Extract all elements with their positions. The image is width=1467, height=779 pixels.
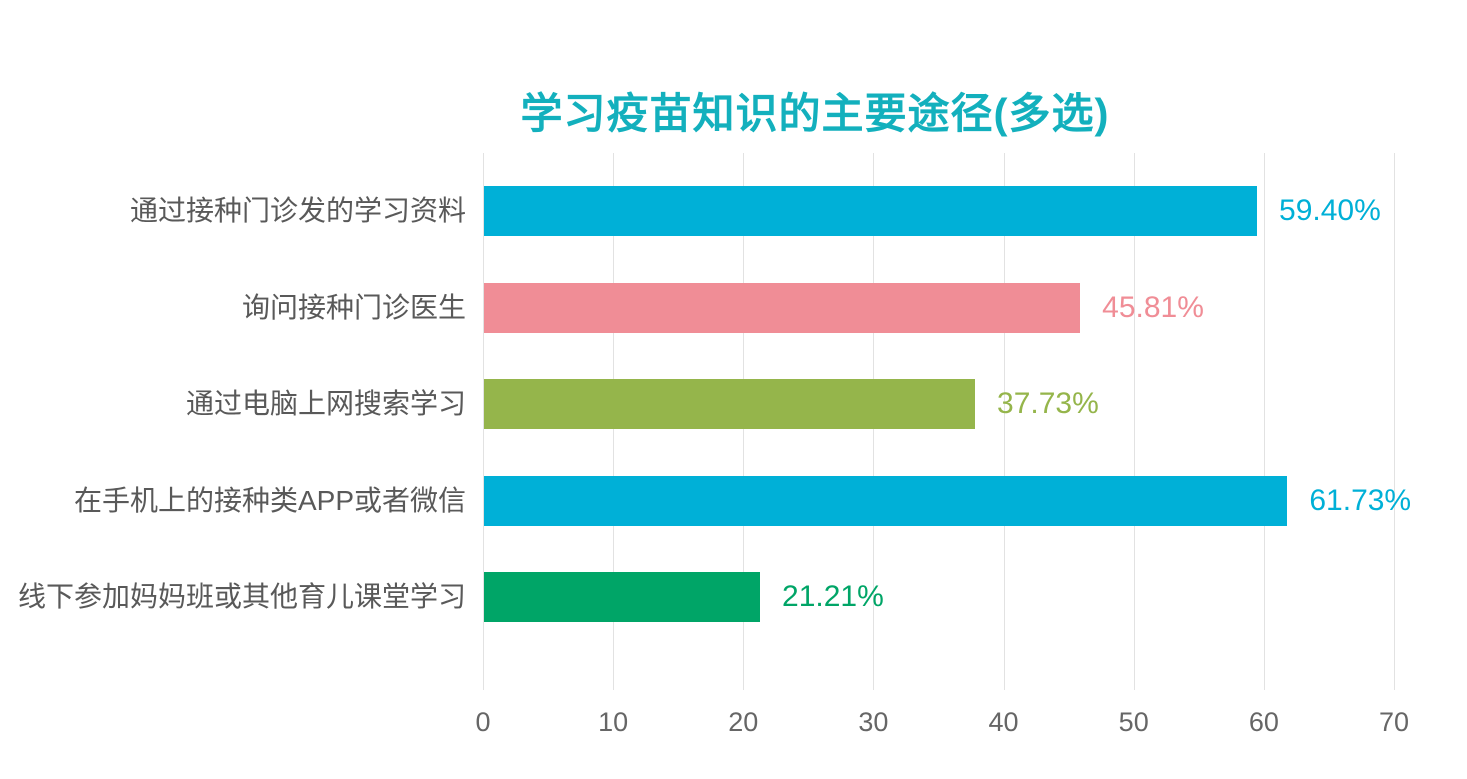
- gridline: [1133, 153, 1135, 690]
- category-label: 线下参加妈妈班或其他育儿课堂学习: [17, 581, 466, 612]
- value-label: 59.40%: [1279, 194, 1381, 227]
- gridline: [483, 153, 484, 690]
- category-label: 在手机上的接种类APP或者微信: [73, 484, 466, 516]
- bar: [484, 282, 1081, 333]
- bar: [484, 572, 761, 622]
- x-axis-tick-label: 30: [858, 707, 889, 737]
- bar: [484, 379, 976, 429]
- gridline: [1003, 153, 1005, 690]
- x-axis-tick-label: 10: [598, 707, 629, 737]
- gridline: [1394, 153, 1395, 690]
- bar: [484, 475, 1288, 526]
- value-label: 21.21%: [782, 580, 884, 613]
- value-label: 45.81%: [1102, 290, 1204, 324]
- gridline: [1263, 153, 1265, 690]
- x-axis-tick-label: 20: [728, 707, 759, 737]
- bar: [484, 186, 1258, 236]
- plot-area: 0 10 20 30 40 50 60 70 59.40% 45.81% 37.73% 61.73% 2…: [475, 153, 1411, 737]
- chart-title: 学习疫苗知识的主要途径(多选): [520, 90, 1110, 137]
- x-axis-tick-label: 0: [475, 707, 491, 737]
- category-label: 通过接种门诊发的学习资料: [129, 195, 466, 226]
- value-label: 37.73%: [997, 387, 1099, 420]
- x-axis-tick-label: 40: [988, 707, 1019, 737]
- x-axis-tick-label: 70: [1378, 707, 1410, 737]
- value-label: 61.73%: [1309, 483, 1412, 517]
- category-label: 询问接种门诊医生: [241, 291, 466, 323]
- x-axis-tick-label: 50: [1118, 707, 1149, 737]
- x-axis-tick-label: 60: [1248, 707, 1279, 737]
- category-label: 通过电脑上网搜索学习: [185, 388, 466, 419]
